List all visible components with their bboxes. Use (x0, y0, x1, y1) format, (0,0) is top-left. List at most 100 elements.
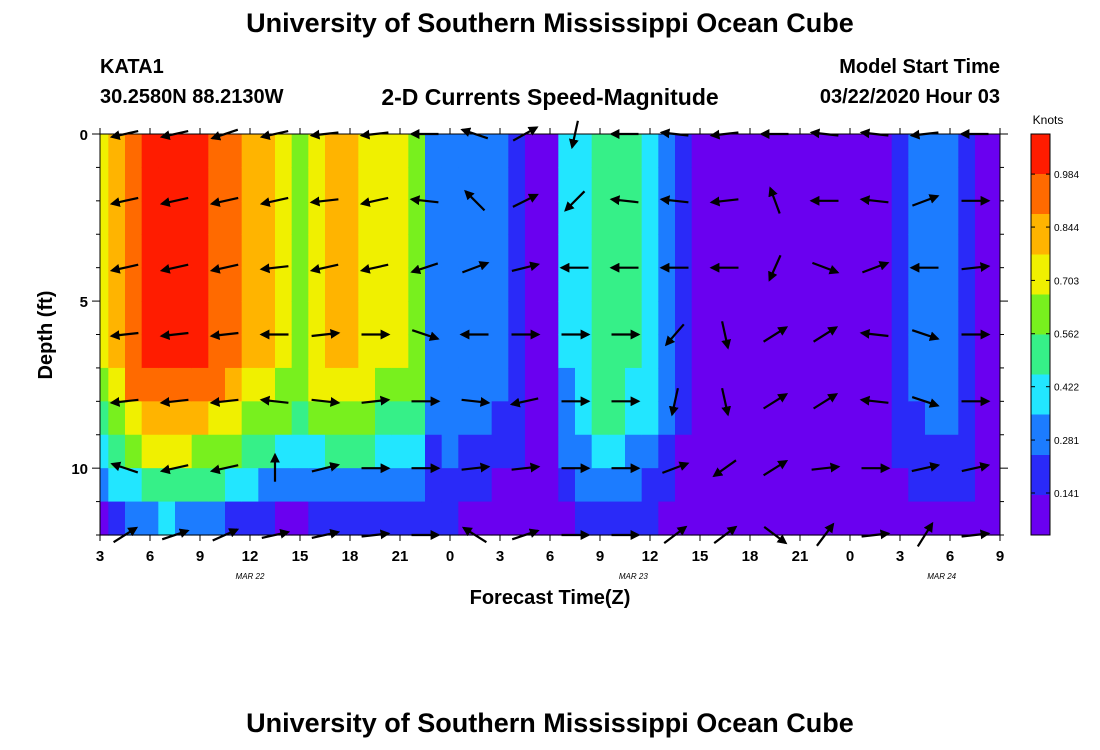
heatmap-cell (875, 401, 893, 436)
heatmap-cell (258, 134, 276, 169)
heatmap-cell (925, 134, 943, 169)
heatmap-cell (175, 134, 193, 169)
heatmap-cell (608, 367, 626, 402)
heatmap-cell (691, 167, 709, 202)
heatmap-cell (975, 367, 993, 402)
heatmap-cell (408, 468, 426, 503)
heatmap-cell (991, 301, 1000, 336)
heatmap-cell (658, 301, 676, 336)
heatmap-cell (608, 434, 626, 469)
heatmap-cell (825, 434, 843, 469)
current-vector (209, 196, 239, 207)
heatmap-cell (408, 367, 426, 402)
heatmap-cell (958, 134, 976, 169)
heatmap-cell (525, 367, 543, 402)
heatmap-cell (408, 267, 426, 302)
heatmap-cell (191, 334, 209, 369)
heatmap-cell (625, 301, 643, 336)
heatmap-cell (575, 501, 593, 536)
heatmap-cell (841, 301, 859, 336)
heatmap-cell (925, 200, 943, 235)
y-tick-label: 5 (80, 294, 88, 311)
heatmap-cell (791, 234, 809, 269)
x-tick-label: 0 (846, 548, 854, 565)
heatmap-cell (158, 267, 176, 302)
heatmap-cell (441, 167, 459, 202)
heatmap-cell (508, 301, 526, 336)
heatmap-cell (708, 234, 726, 269)
heatmap-cell (758, 134, 776, 169)
heatmap-cell (341, 334, 359, 369)
heatmap-cell (358, 401, 376, 436)
heatmap-cell (391, 301, 409, 336)
heatmap-cell (275, 367, 293, 402)
heatmap-cell (241, 501, 259, 536)
colorbar-tick-label: 0.844 (1054, 223, 1079, 234)
heatmap-cell (508, 434, 526, 469)
heatmap-cell (575, 434, 593, 469)
heatmap-cell (825, 134, 843, 169)
heatmap-cell (541, 200, 559, 235)
heatmap-cell (658, 234, 676, 269)
heatmap-cell (258, 501, 276, 536)
heatmap-cell (241, 334, 259, 369)
heatmap-cell (875, 267, 893, 302)
heatmap-cell (158, 401, 176, 436)
heatmap-cell (491, 267, 509, 302)
current-vector (259, 196, 289, 207)
heatmap-cell (508, 367, 526, 402)
current-vector (462, 261, 490, 274)
heatmap-cell (975, 401, 993, 436)
heatmap-cell (858, 401, 876, 436)
heatmap-cell (475, 468, 493, 503)
heatmap-cell (108, 234, 126, 269)
heatmap-cell (391, 401, 409, 436)
heatmap-cell (375, 200, 393, 235)
x-tick-label: 9 (196, 548, 204, 565)
heatmap-cell (441, 200, 459, 235)
heatmap-cell (108, 367, 126, 402)
heatmap-cell (491, 234, 509, 269)
current-vector (209, 396, 239, 407)
heatmap-cell (908, 134, 926, 169)
heatmap-cell (891, 334, 909, 369)
heatmap-cell (908, 334, 926, 369)
heatmap-cell (308, 501, 326, 536)
heatmap-cell (625, 367, 643, 402)
current-vector (859, 195, 889, 206)
heatmap-cell (458, 301, 476, 336)
heatmap-cell (208, 334, 226, 369)
heatmap-cell (425, 434, 443, 469)
heatmap-cell (341, 134, 359, 169)
x-tick-label: 12 (242, 548, 259, 565)
current-vector (768, 254, 782, 282)
heatmap-cell (941, 234, 959, 269)
heatmap-cell (891, 301, 909, 336)
heatmap-cell (691, 134, 709, 169)
heatmap-cell (675, 200, 693, 235)
heatmap-cell (258, 367, 276, 402)
heatmap-cell (991, 401, 1000, 436)
heatmap-cell (941, 468, 959, 503)
heatmap-cell (791, 167, 809, 202)
heatmap-cell (108, 434, 126, 469)
heatmap-cell (375, 334, 393, 369)
heatmap-cell (225, 200, 243, 235)
heatmap-cell (958, 301, 976, 336)
heatmap-cell (358, 367, 376, 402)
heatmap-cell (100, 234, 109, 269)
heatmap-cell (525, 234, 543, 269)
heatmap-cell (458, 200, 476, 235)
heatmap-cell (425, 401, 443, 436)
heatmap-cell (408, 401, 426, 436)
current-vector (159, 396, 189, 407)
heatmap-cell (541, 501, 559, 536)
heatmap-cell (858, 167, 876, 202)
current-vector (813, 393, 839, 410)
heatmap-cell (808, 234, 826, 269)
heatmap-cell (458, 401, 476, 436)
heatmap-cell (658, 501, 676, 536)
heatmap-cell (825, 234, 843, 269)
heatmap-cell (658, 468, 676, 503)
heatmap-cell (125, 234, 143, 269)
